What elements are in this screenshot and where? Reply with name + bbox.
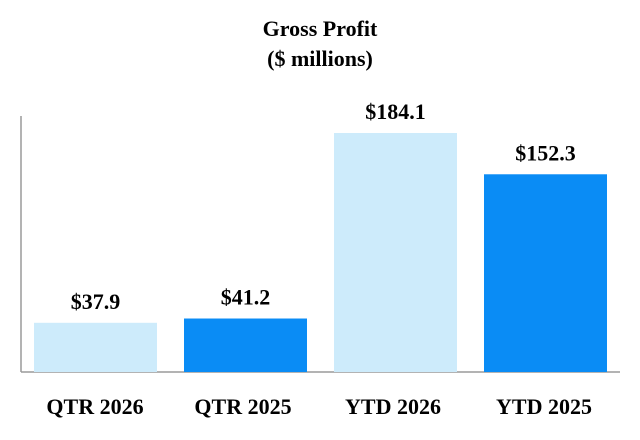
data-label: $184.1 (365, 99, 426, 124)
bar-ytd-2026 (334, 133, 457, 372)
chart-subtitle: ($ millions) (267, 46, 373, 71)
bar-qtr-2026 (34, 322, 157, 372)
x-tick-label: QTR 2026 (46, 394, 143, 419)
data-label: $37.9 (71, 289, 121, 314)
x-tick-label: QTR 2025 (194, 394, 291, 419)
data-label: $41.2 (221, 285, 271, 310)
x-tick-label: YTD 2025 (496, 394, 592, 419)
chart-title: Gross Profit (262, 16, 378, 41)
bar-ytd-2025 (484, 174, 607, 372)
x-tick-label: YTD 2026 (345, 394, 441, 419)
data-label: $152.3 (515, 140, 576, 165)
bar-qtr-2025 (184, 318, 307, 372)
